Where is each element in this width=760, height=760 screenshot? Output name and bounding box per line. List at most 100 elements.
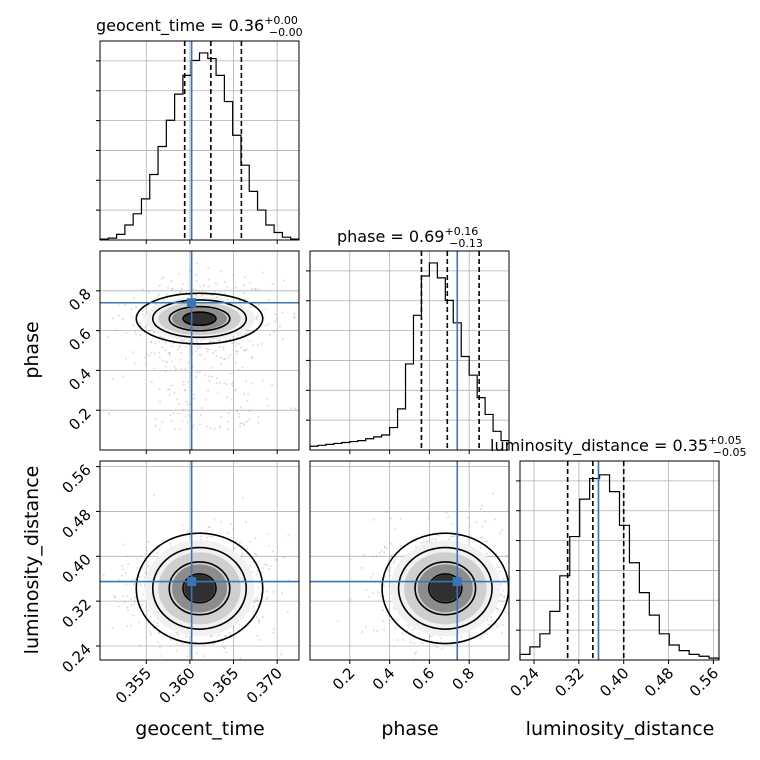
scatter-point: [232, 527, 235, 530]
scatter-point: [161, 420, 164, 423]
xtick-label-phase-1: 0.4: [369, 664, 399, 694]
scatter-point: [170, 360, 173, 363]
scatter-point: [255, 616, 258, 619]
scatter-point: [141, 288, 144, 291]
scatter-point: [97, 610, 99, 612]
scatter-point: [282, 556, 285, 559]
scatter-point: [436, 646, 439, 649]
scatter-point: [199, 285, 202, 288]
scatter-point: [205, 425, 208, 428]
scatter-point: [179, 358, 182, 361]
scatter-point: [258, 303, 261, 306]
scatter-point: [504, 610, 507, 613]
scatter-point: [141, 593, 144, 596]
scatter-point: [178, 291, 181, 294]
scatter-point: [255, 316, 258, 319]
scatter-point: [177, 348, 180, 351]
scatter-point: [174, 427, 177, 430]
scatter-point: [130, 624, 133, 627]
scatter-point: [173, 635, 176, 638]
scatter-point: [256, 288, 259, 291]
scatter-point: [239, 406, 242, 409]
scatter-point: [192, 393, 195, 396]
contour-3: [182, 311, 217, 327]
scatter-point: [255, 553, 258, 556]
scatter-point: [229, 354, 232, 357]
scatter-point: [383, 551, 386, 554]
scatter-point: [407, 626, 410, 629]
scatter-point: [235, 349, 238, 352]
scatter-point: [257, 622, 260, 625]
diag-1-frame: [309, 250, 510, 451]
scatter-point: [157, 293, 160, 296]
scatter-point: [181, 340, 184, 343]
scatter-point: [212, 642, 215, 645]
scatter-point: [222, 348, 225, 351]
scatter-point: [200, 340, 203, 343]
scatter-point: [207, 348, 210, 351]
pair-2-frame: [309, 460, 510, 661]
pair-panel-geocent_time-luminosity_distance: 0.24 0.32 0.40 0.48 0.56: [58, 460, 300, 676]
scatter-point: [111, 377, 114, 380]
scatter-point: [126, 606, 129, 609]
scatter-point: [484, 540, 487, 543]
scatter-point: [165, 365, 168, 368]
scatter-point: [372, 518, 375, 521]
scatter-point: [201, 294, 204, 297]
scatter-point: [164, 349, 167, 352]
scatter-point: [235, 341, 238, 344]
scatter-point: [156, 296, 159, 299]
scatter-point: [236, 350, 239, 353]
scatter-point: [161, 346, 164, 349]
scatter-point: [253, 610, 256, 613]
scatter-point: [411, 629, 414, 632]
scatter-point: [245, 348, 248, 351]
scatter-point: [256, 344, 259, 347]
scatter-point: [141, 309, 144, 312]
scatter-point: [422, 541, 425, 544]
scatter-point: [166, 286, 169, 289]
scatter-0: [106, 262, 297, 431]
scatter-point: [382, 584, 385, 587]
scatter-point: [201, 289, 204, 292]
scatter-point: [180, 351, 183, 354]
scatter-point: [267, 533, 270, 536]
scatter-point: [200, 535, 203, 538]
scatter-point: [179, 427, 182, 430]
scatter-point: [187, 381, 190, 384]
scatter-point: [502, 589, 505, 592]
scatter-point: [164, 370, 167, 373]
scatter-point: [136, 557, 139, 560]
scatter-point: [158, 646, 161, 649]
scatter-point: [186, 655, 189, 658]
scatter-point: [154, 342, 157, 345]
scatter-point: [230, 398, 233, 401]
scatter-point: [243, 349, 246, 352]
scatter-point: [166, 360, 169, 363]
scatter-point: [361, 631, 364, 634]
scatter-point: [399, 517, 402, 520]
scatter-point: [230, 382, 233, 385]
scatter-point: [516, 572, 518, 574]
ytick-label-luminosity_distance-1: 0.32: [58, 595, 94, 631]
scatter-point: [187, 530, 190, 533]
scatter-point: [228, 631, 231, 634]
scatter-point: [216, 392, 219, 395]
scatter-point: [376, 629, 379, 632]
scatter-point: [447, 515, 450, 518]
scatter-point: [181, 419, 184, 422]
ytick-label-phase-1: 0.4: [65, 365, 95, 395]
scatter-point: [274, 320, 277, 323]
scatter-point: [169, 414, 172, 417]
scatter-point: [448, 538, 451, 541]
scatter-point: [372, 592, 375, 595]
scatter-point: [231, 342, 234, 345]
scatter-point: [160, 277, 163, 280]
scatter-point: [158, 428, 161, 431]
truth-marker-2: [452, 577, 462, 587]
scatter-point: [219, 339, 222, 342]
scatter-point: [150, 341, 153, 344]
scatter-point: [162, 337, 165, 340]
scatter-point: [166, 293, 169, 296]
scatter-point: [239, 425, 242, 428]
